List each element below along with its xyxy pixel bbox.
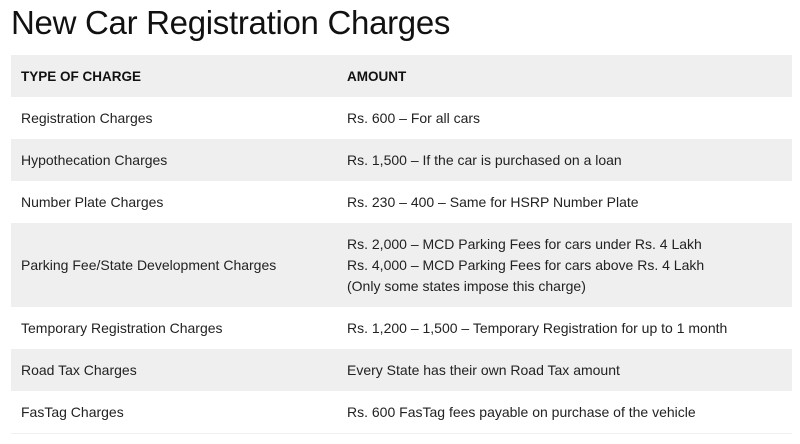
amount-cell: Rs. 1,500 – If the car is purchased on a… bbox=[337, 139, 792, 181]
amount-line: (Only some states impose this charge) bbox=[347, 277, 586, 294]
amount-line: Rs. 230 – 400 – Same for HSRP Number Pla… bbox=[347, 193, 639, 210]
table-row: Road Tax Charges Every State has their ow… bbox=[11, 349, 792, 391]
table-row: Temporary Registration Charges Rs. 1,200 … bbox=[11, 307, 792, 349]
charge-type-cell: FasTag Charges bbox=[11, 391, 337, 434]
charge-type-cell: Registration Charges bbox=[11, 97, 337, 139]
charges-table: TYPE OF CHARGE AMOUNT Registration Charg… bbox=[11, 55, 792, 434]
table-row: Number Plate Charges Rs. 230 – 400 – Same… bbox=[11, 181, 792, 223]
table-row: Parking Fee/State Development Charges Rs.… bbox=[11, 223, 792, 307]
amount-cell: Rs. 230 – 400 – Same for HSRP Number Pla… bbox=[337, 181, 792, 223]
amount-cell: Rs. 1,200 – 1,500 – Temporary Registrati… bbox=[337, 307, 792, 349]
header-type: TYPE OF CHARGE bbox=[11, 55, 337, 97]
amount-cell: Rs. 600 FasTag fees payable on purchase … bbox=[337, 391, 792, 434]
charge-type-cell: Hypothecation Charges bbox=[11, 139, 337, 181]
amount-line: Rs. 1,200 – 1,500 – Temporary Registrati… bbox=[347, 319, 728, 336]
charge-type-cell: Road Tax Charges bbox=[11, 349, 337, 391]
amount-line: Rs. 2,000 – MCD Parking Fees for cars un… bbox=[347, 235, 702, 252]
charge-type-cell: Parking Fee/State Development Charges bbox=[11, 223, 337, 307]
amount-cell: Rs. 600 – For all cars bbox=[337, 97, 792, 139]
amount-line: Rs. 1,500 – If the car is purchased on a… bbox=[347, 151, 622, 168]
amount-line: Every State has their own Road Tax amoun… bbox=[347, 361, 620, 378]
table-row: Hypothecation Charges Rs. 1,500 – If the … bbox=[11, 139, 792, 181]
table-row: FasTag Charges Rs. 600 FasTag fees payabl… bbox=[11, 391, 792, 434]
table-header-row: TYPE OF CHARGE AMOUNT bbox=[11, 55, 792, 97]
amount-line: Rs. 4,000 – MCD Parking Fees for cars ab… bbox=[347, 256, 705, 273]
amount-cell: Every State has their own Road Tax amoun… bbox=[337, 349, 792, 391]
table-row: Registration Charges Rs. 600 – For all ca… bbox=[11, 97, 792, 139]
amount-line: Rs. 600 FasTag fees payable on purchase … bbox=[347, 403, 696, 420]
page-title: New Car Registration Charges bbox=[11, 4, 451, 41]
amount-line: Rs. 600 – For all cars bbox=[347, 109, 481, 126]
header-amount: AMOUNT bbox=[337, 55, 792, 97]
charge-type-cell: Number Plate Charges bbox=[11, 181, 337, 223]
amount-cell: Rs. 2,000 – MCD Parking Fees for cars un… bbox=[337, 223, 792, 307]
charge-type-cell: Temporary Registration Charges bbox=[11, 307, 337, 349]
